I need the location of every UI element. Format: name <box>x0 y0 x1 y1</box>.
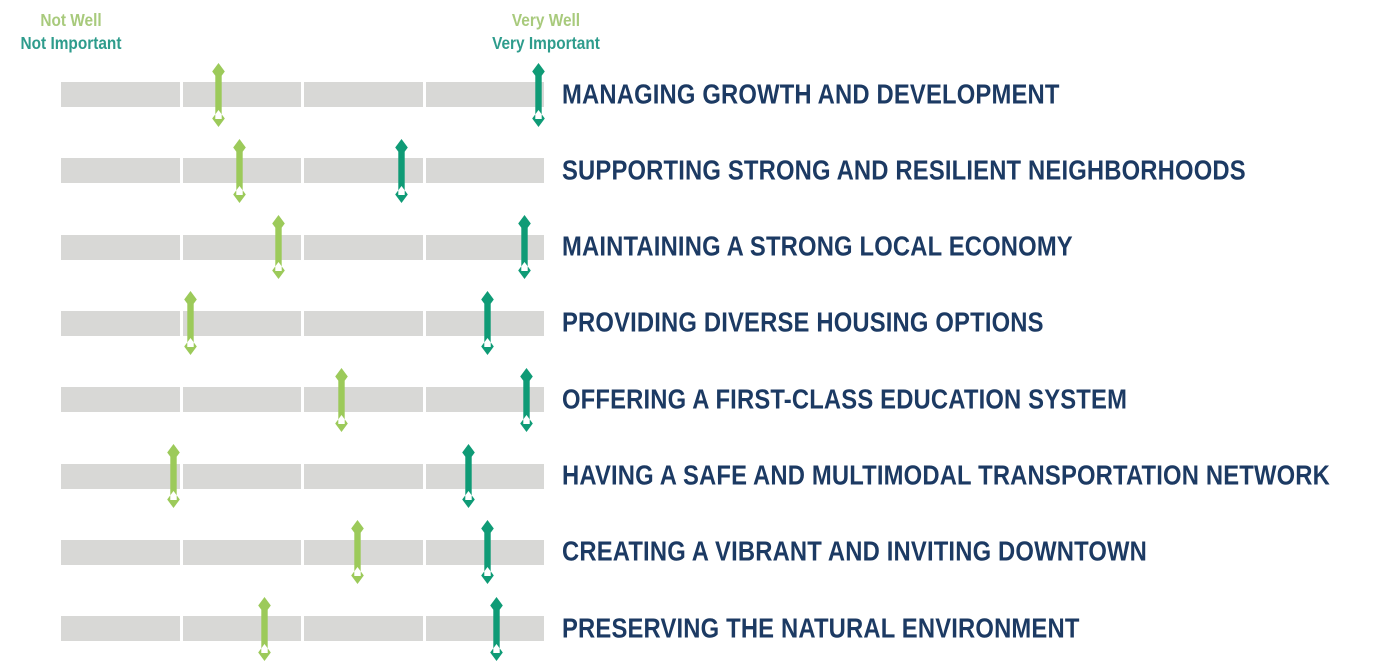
important-marker <box>480 291 495 356</box>
row-label: MANAGING GROWTH AND DEVELOPMENT <box>562 77 1060 109</box>
row-label: PRESERVING THE NATURAL ENVIRONMENT <box>562 611 1080 643</box>
track-segment <box>61 158 180 184</box>
chart-row: OFFERING A FIRST-CLASS EDUCATION SYSTEM <box>0 367 1391 432</box>
diamond-arrow-icon <box>480 291 494 356</box>
rating-track <box>61 138 544 203</box>
well-marker <box>166 444 181 508</box>
diamond-arrow-icon <box>489 596 503 661</box>
chart-row: PROVIDING DIVERSE HOUSING OPTIONS <box>0 291 1391 356</box>
track-segment <box>61 616 180 642</box>
track-segment <box>61 234 180 260</box>
diamond-arrow-icon <box>184 291 198 356</box>
track-segment <box>182 463 301 489</box>
diamond-arrow-icon <box>519 367 533 432</box>
rating-track <box>61 291 544 356</box>
track-segment <box>182 82 301 107</box>
well-marker <box>211 62 226 127</box>
diamond-arrow-icon <box>258 596 272 661</box>
well-marker <box>183 291 198 356</box>
diamond-arrow-icon <box>272 215 286 280</box>
track-segment <box>425 82 544 107</box>
scale-label-left: Not Well Not Important <box>9 9 134 55</box>
track-segment <box>425 463 544 489</box>
diamond-arrow-icon <box>166 444 180 508</box>
rating-track <box>61 596 544 661</box>
diamond-arrow-icon <box>350 520 364 585</box>
track-segment <box>61 463 180 489</box>
track-segment <box>182 387 301 413</box>
track-segment <box>304 616 423 642</box>
diamond-arrow-icon <box>212 62 226 127</box>
rating-track <box>61 62 545 127</box>
important-marker <box>461 444 476 508</box>
chart-row: CREATING A VIBRANT AND INVITING DOWNTOWN <box>0 520 1391 585</box>
track-segment <box>182 539 301 565</box>
rating-track <box>61 520 544 585</box>
track-segment <box>304 539 423 565</box>
chart-row: PRESERVING THE NATURAL ENVIRONMENT <box>0 596 1391 661</box>
chart-row: MAINTAINING A STRONG LOCAL ECONOMY <box>0 215 1391 280</box>
track-segment <box>61 310 180 336</box>
row-label: PROVIDING DIVERSE HOUSING OPTIONS <box>562 306 1044 338</box>
well-marker <box>334 367 349 432</box>
chart-row: HAVING A SAFE AND MULTIMODAL TRANSPORTAT… <box>0 444 1391 508</box>
diamond-arrow-icon <box>517 215 531 280</box>
scale-label-not-well: Not Well <box>40 10 102 30</box>
important-marker <box>517 215 532 280</box>
track-segment <box>61 539 180 565</box>
important-marker <box>531 62 546 127</box>
track-segment <box>304 463 423 489</box>
track-segment <box>425 158 544 184</box>
track-segment <box>304 310 423 336</box>
scale-label-very-well: Very Well <box>511 10 581 30</box>
well-marker <box>271 215 286 280</box>
track-segment <box>304 234 423 260</box>
well-marker <box>257 596 272 661</box>
important-marker <box>519 367 534 432</box>
scale-label-very-important: Very Important <box>492 33 600 53</box>
row-label: MAINTAINING A STRONG LOCAL ECONOMY <box>562 230 1073 262</box>
track-segment <box>425 616 544 642</box>
track-segment <box>182 310 301 336</box>
track-segment <box>61 82 180 107</box>
scale-label-right: Very Well Very Important <box>448 9 643 55</box>
chart-row: SUPPORTING STRONG AND RESILIENT NEIGHBOR… <box>0 138 1391 203</box>
important-marker <box>480 520 495 585</box>
diamond-arrow-icon <box>480 520 494 585</box>
scale-label-not-important: Not Important <box>20 33 122 53</box>
important-marker <box>489 596 504 661</box>
rating-track <box>61 444 544 508</box>
track-segment <box>61 387 180 413</box>
track-segment <box>304 387 423 413</box>
row-label: SUPPORTING STRONG AND RESILIENT NEIGHBOR… <box>562 154 1246 186</box>
diamond-arrow-icon <box>232 138 246 203</box>
rating-track <box>61 367 544 432</box>
diamond-arrow-icon <box>334 367 348 432</box>
diamond-arrow-icon <box>531 62 545 127</box>
row-label: CREATING A VIBRANT AND INVITING DOWNTOWN <box>562 535 1148 567</box>
track-segment <box>304 82 423 107</box>
chart-row: MANAGING GROWTH AND DEVELOPMENT <box>0 62 1391 127</box>
track-segment <box>182 616 301 642</box>
important-marker <box>394 138 409 203</box>
rating-track <box>61 215 544 280</box>
row-label: OFFERING A FIRST-CLASS EDUCATION SYSTEM <box>562 383 1128 415</box>
row-label: HAVING A SAFE AND MULTIMODAL TRANSPORTAT… <box>562 459 1331 491</box>
diamond-arrow-icon <box>461 444 475 508</box>
well-marker <box>350 520 365 585</box>
well-marker <box>232 138 247 203</box>
diamond-arrow-icon <box>394 138 408 203</box>
